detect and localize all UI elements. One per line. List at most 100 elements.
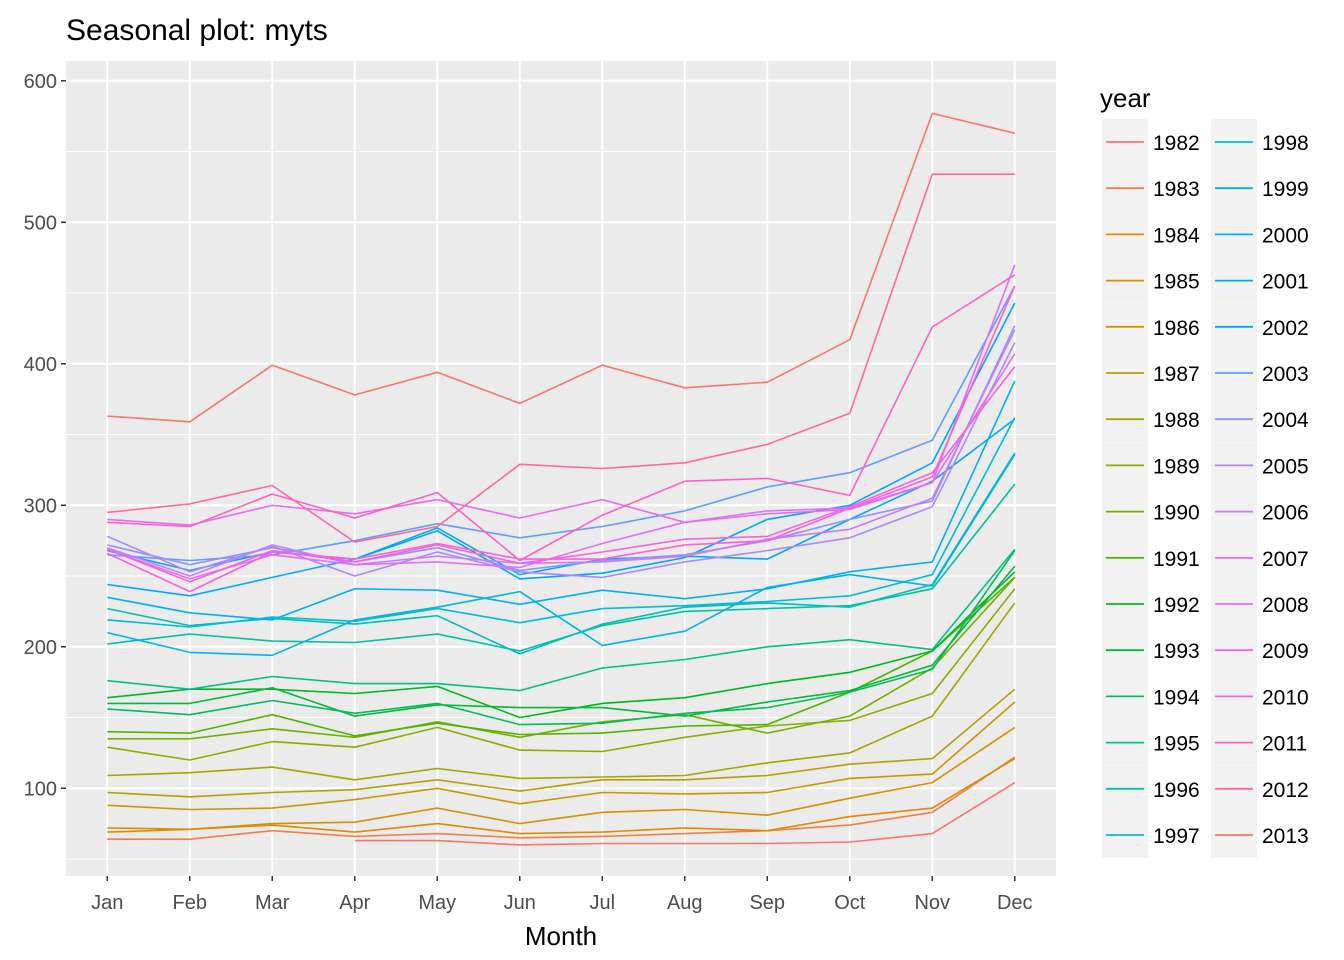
legend-label: 1999: [1262, 178, 1309, 201]
x-tick-label: Mar: [255, 892, 290, 914]
legend-item-1983: 1983: [1102, 165, 1200, 212]
legend-label: 2002: [1262, 317, 1309, 340]
legend-label: 1993: [1153, 640, 1200, 663]
legend-label: 2000: [1262, 224, 1309, 247]
legend-item-2012: 2012: [1211, 765, 1309, 812]
legend-label: 2011: [1262, 733, 1307, 756]
series-line-2010: [106, 285, 1016, 593]
series-line-1986: [107, 701, 1016, 811]
legend-label: 2006: [1262, 502, 1309, 525]
legend-item-2009: 2009: [1211, 627, 1309, 674]
x-tick-label: Jul: [589, 892, 615, 914]
plot-panel: [66, 61, 1056, 876]
series-line-2000: [107, 380, 1016, 621]
legend-label: 1984: [1153, 224, 1200, 247]
y-tick-label: 200: [24, 637, 57, 659]
legend-label: 2003: [1262, 363, 1309, 386]
series-line-2013: [107, 112, 1015, 423]
legend-item-2003: 2003: [1211, 350, 1309, 396]
legend-item-1998: 1998: [1211, 119, 1309, 165]
legend-item-1990: 1990: [1102, 488, 1200, 535]
legend-label: 2001: [1262, 271, 1309, 294]
y-axis: 100 200 300 400 500 600: [24, 71, 66, 800]
legend-item-2010: 2010: [1211, 673, 1309, 720]
legend-label: 1992: [1153, 594, 1200, 617]
y-tick-label: 300: [24, 495, 57, 517]
series-line-2012: [107, 173, 1015, 543]
legend-item-1991: 1991: [1102, 534, 1200, 581]
series-line-2001: [107, 418, 1016, 597]
x-axis-title: Month: [525, 921, 597, 951]
legend-label: 1987: [1153, 363, 1200, 386]
x-tick-label: May: [418, 892, 456, 914]
x-tick-label: Oct: [834, 892, 866, 914]
legend-label: 1998: [1262, 132, 1309, 155]
legend-label: 1982: [1153, 132, 1200, 155]
series-line-1983: [107, 756, 1016, 840]
series-line-1995: [107, 548, 1016, 692]
series-line-1984: [107, 757, 1016, 835]
legend-title: year: [1100, 83, 1151, 113]
y-tick-label: 400: [24, 354, 57, 376]
legend-label: 2008: [1262, 594, 1309, 617]
x-tick-label: Feb: [173, 892, 207, 914]
legend-item-1982: 1982: [1102, 119, 1200, 165]
legend-label: 2007: [1262, 548, 1309, 571]
legend-label: 2013: [1262, 825, 1309, 848]
legend-item-1986: 1986: [1102, 303, 1200, 350]
x-axis: Jan Feb Mar Apr May Jun Jul Aug Sep Oct Nov Dec: [91, 876, 1033, 914]
legend-label: 1990: [1153, 502, 1200, 525]
legend-label: 1983: [1153, 178, 1200, 201]
legend-item-1992: 1992: [1102, 581, 1200, 627]
x-tick-label: Apr: [339, 892, 370, 914]
legend-item-1995: 1995: [1102, 719, 1200, 766]
legend-item-2006: 2006: [1211, 488, 1309, 535]
legend-item-1993: 1993: [1102, 627, 1200, 674]
series-line-1987: [107, 688, 1016, 798]
legend-item-2000: 2000: [1211, 211, 1309, 258]
x-tick-label: Jun: [504, 892, 536, 914]
legend-label: 1995: [1153, 733, 1200, 756]
series-line-1993: [107, 565, 1016, 717]
series-line-1982: [354, 781, 1016, 846]
y-tick-label: 500: [24, 212, 57, 234]
x-tick-label: Nov: [914, 892, 950, 914]
legend-label: 2005: [1262, 455, 1309, 478]
series-line-1992: [107, 571, 1016, 719]
legend-label: 1989: [1153, 455, 1200, 478]
legend-label: 1997: [1153, 825, 1200, 848]
series-line-2008: [107, 353, 1016, 526]
series-line-1988: [107, 602, 1016, 781]
grid-lines: [66, 61, 1056, 876]
legend-label: 2004: [1262, 409, 1309, 432]
series-line-1991: [107, 576, 1016, 737]
series-line-2009: [107, 366, 1016, 583]
y-tick-label: 100: [24, 778, 57, 800]
legend-label: 1988: [1153, 409, 1200, 432]
series-line-2006: [107, 329, 1016, 577]
legend-item-1985: 1985: [1102, 257, 1200, 304]
legend-item-1996: 1996: [1102, 765, 1200, 812]
legend-item-1994: 1994: [1102, 673, 1200, 720]
legend-item-2004: 2004: [1211, 396, 1309, 443]
chart-title: Seasonal plot: myts: [66, 14, 328, 47]
legend-label: 1991: [1153, 548, 1200, 571]
x-tick-label: Dec: [997, 892, 1033, 914]
legend-item-1997: 1997: [1102, 812, 1200, 858]
legend-item-1999: 1999: [1211, 165, 1309, 212]
legend-item-2013: 2013: [1211, 812, 1309, 858]
legend-label: 2012: [1262, 779, 1309, 802]
x-tick-label: Jan: [91, 892, 123, 914]
legend-item-1988: 1988: [1102, 396, 1200, 443]
legend-item-2005: 2005: [1211, 442, 1309, 489]
series-line-1985: [107, 726, 1016, 831]
legend-item-2001: 2001: [1211, 257, 1309, 304]
series-lines: [106, 112, 1016, 846]
series-line-1994: [107, 550, 1016, 726]
y-tick-label: 600: [24, 71, 57, 93]
legend: year 1982 1983 1984 1985 1986 1987 1988 1989 199…: [1100, 83, 1309, 858]
legend-item-2008: 2008: [1211, 581, 1309, 627]
legend-label: 2010: [1262, 686, 1309, 709]
series-line-1997: [107, 452, 1016, 655]
